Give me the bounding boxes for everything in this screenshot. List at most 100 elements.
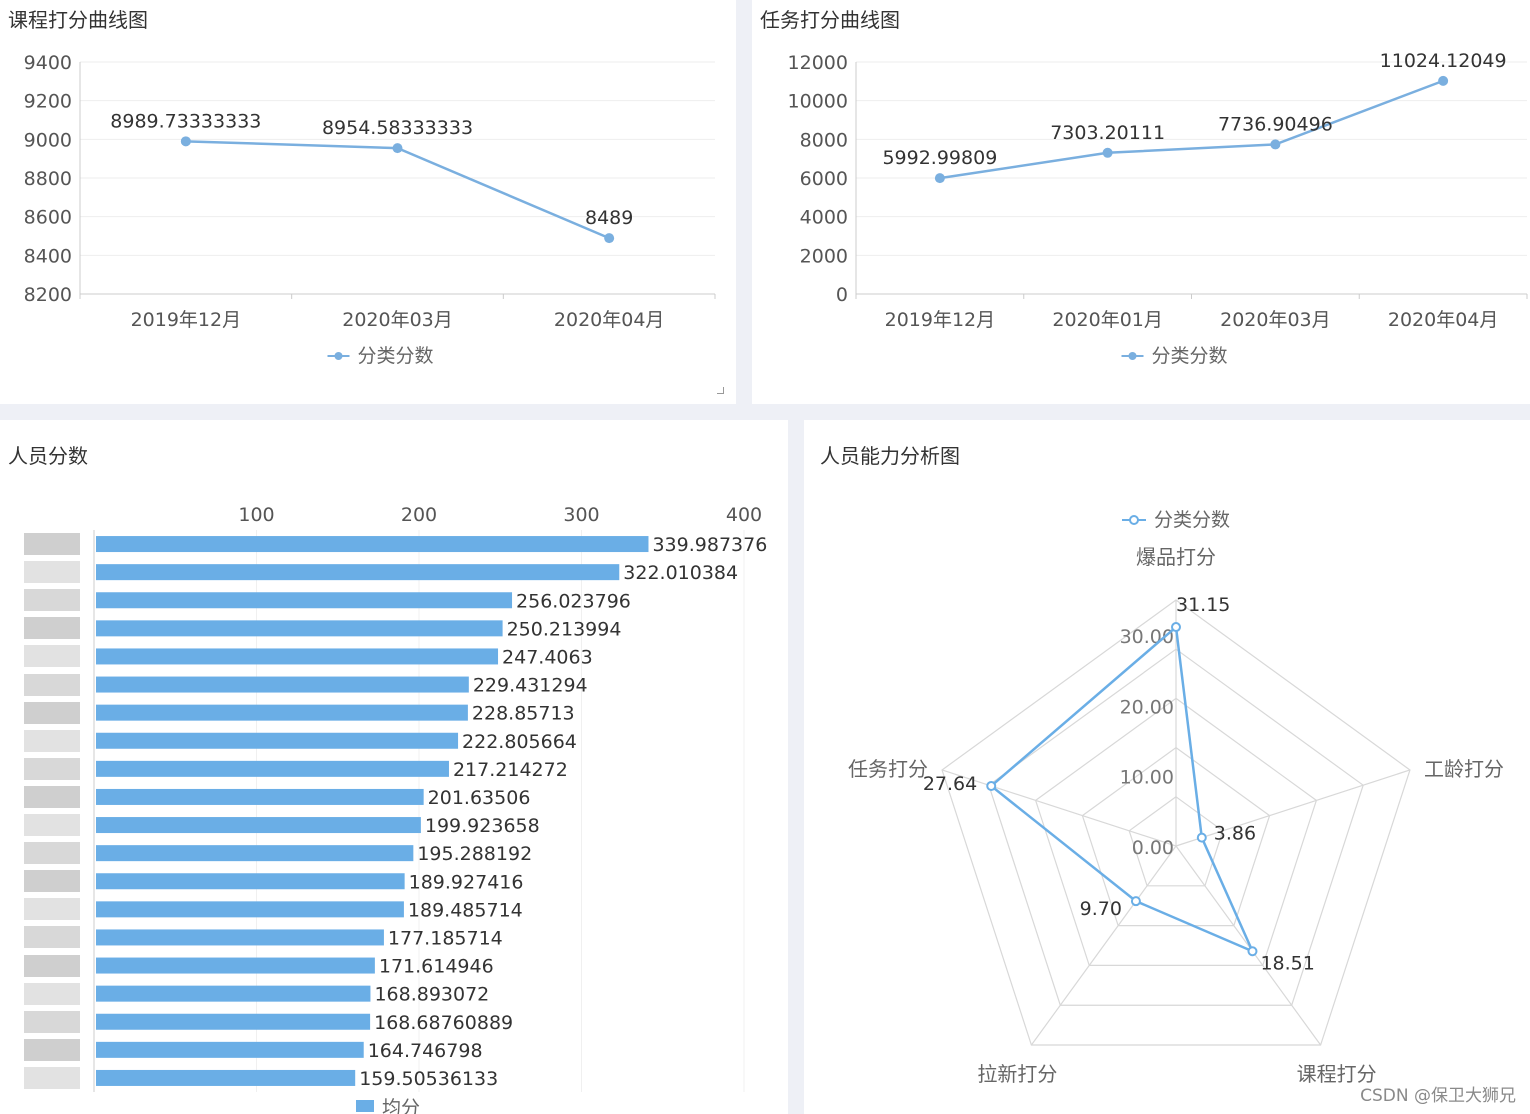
radar-ring (1128, 796, 1224, 887)
blurred-name-label (24, 814, 80, 837)
y-tick-label: 8200 (24, 284, 72, 306)
y-tick-label: 12000 (788, 52, 848, 74)
x-tick-label: 2020年04月 (1388, 309, 1499, 331)
blurred-name-label (24, 729, 80, 752)
bar (96, 704, 468, 721)
bar (96, 620, 503, 637)
series-polygon (989, 624, 1255, 954)
bar (96, 732, 459, 749)
radar-axis (1175, 845, 1322, 1046)
bar (96, 592, 513, 609)
ring-label: 0.00 (1132, 837, 1174, 859)
data-label: 228.85713 (472, 703, 575, 725)
data-point (1130, 896, 1141, 907)
data-label: 3.86 (1214, 823, 1256, 845)
indicator-label: 拉新打分 (977, 1062, 1057, 1086)
bar (96, 676, 469, 693)
y-tick-label: 8400 (24, 245, 72, 267)
y-tick-label: 2000 (800, 245, 848, 267)
legend-marker (356, 1100, 374, 1112)
blurred-name-label (24, 617, 80, 640)
bar (96, 901, 404, 918)
resize-handle-icon[interactable] (717, 387, 724, 394)
blurred-name-label (24, 785, 80, 808)
x-tick-label: 2019年12月 (131, 309, 242, 331)
data-label: 256.023796 (516, 590, 631, 612)
task-score-line-chart: 12000 10000 8000 6000 4000 2000 0 2019年12月 2020年… (788, 50, 1528, 367)
legend-label: 均分 (382, 1097, 420, 1114)
bar (96, 1069, 356, 1086)
indicator-label: 课程打分 (1297, 1062, 1377, 1086)
data-label: 159.50536133 (359, 1068, 498, 1090)
data-point (1171, 622, 1181, 633)
y-tick-label: 8600 (24, 207, 72, 229)
legend-label: 分类分数 (1152, 345, 1228, 367)
data-label: 189.927416 (409, 871, 524, 893)
x-tick-label: 100 (238, 504, 274, 526)
chart-title: 人员能力分析图 (820, 444, 960, 468)
data-point (1270, 139, 1281, 150)
course-score-line-chart: 9400 9200 9000 8800 8600 8400 8200 2019年12月 2020… (24, 52, 716, 367)
course-score-chart-panel: 课程打分曲线图 9400 9200 9000 8800 8600 8400 8200 2019… (0, 0, 736, 404)
legend-marker-dot (1128, 352, 1137, 360)
data-label: 27.64 (923, 773, 977, 795)
bar (96, 873, 405, 890)
x-tick-label: 200 (401, 504, 437, 526)
bar (96, 564, 620, 581)
blurred-name-label (24, 645, 80, 668)
radar-ring (941, 599, 1411, 1046)
blurred-name-label (24, 926, 80, 949)
legend-label: 分类分数 (1154, 509, 1230, 531)
data-label: 222.805664 (462, 731, 577, 753)
data-label: 8489 (585, 207, 633, 229)
x-tick-label: 2020年03月 (342, 309, 453, 331)
blurred-name-label (24, 533, 80, 556)
legend-marker-dot (1129, 515, 1139, 525)
data-point (1102, 147, 1113, 158)
data-point (934, 173, 945, 184)
y-tick-label: 6000 (800, 168, 848, 190)
task-score-chart-panel: 任务打分曲线图 12000 10000 8000 6000 4000 2000 0 2019年… (752, 0, 1530, 404)
blurred-name-label (24, 898, 80, 921)
bar (96, 536, 649, 553)
x-tick-label: 2020年04月 (554, 309, 665, 331)
blurred-name-label (24, 982, 80, 1005)
chart-title: 任务打分曲线图 (760, 8, 900, 32)
data-label: 168.68760889 (374, 1012, 513, 1034)
data-label: 11024.12049 (1380, 50, 1507, 72)
blurred-name-label (24, 589, 80, 612)
data-label: 247.4063 (502, 646, 593, 668)
data-point (180, 136, 191, 147)
data-label: 31.15 (1176, 594, 1230, 616)
bar (96, 1041, 364, 1058)
data-label: 5992.99809 (882, 147, 997, 169)
bar (96, 760, 449, 777)
x-tick-label: 2020年01月 (1052, 309, 1163, 331)
data-label: 164.746798 (368, 1040, 483, 1062)
ring-label: 30.00 (1120, 626, 1174, 648)
indicator-label: 爆品打分 (1136, 545, 1216, 569)
data-point (1196, 832, 1207, 843)
radar-ring (1081, 746, 1271, 927)
indicator-label: 任务打分 (848, 757, 928, 781)
bar (96, 985, 371, 1002)
data-label: 177.185714 (388, 927, 503, 949)
data-label: 195.288192 (417, 843, 532, 865)
legend-marker-dot (334, 352, 343, 360)
y-tick-label: 9400 (24, 52, 72, 74)
data-label: 189.485714 (408, 899, 523, 921)
indicator-label: 工龄打分 (1424, 757, 1504, 781)
data-point (1438, 75, 1449, 86)
bar (96, 929, 384, 946)
y-tick-label: 10000 (788, 91, 848, 113)
bar (96, 1013, 371, 1030)
radar-axis (1030, 845, 1177, 1046)
bar (96, 817, 421, 834)
chart-title: 课程打分曲线图 (8, 8, 148, 32)
data-label: 168.893072 (374, 984, 489, 1006)
x-tick-label: 2020年03月 (1220, 309, 1331, 331)
data-label: 229.431294 (473, 675, 588, 697)
data-label: 217.214272 (453, 759, 568, 781)
blurred-name-label (24, 561, 80, 584)
